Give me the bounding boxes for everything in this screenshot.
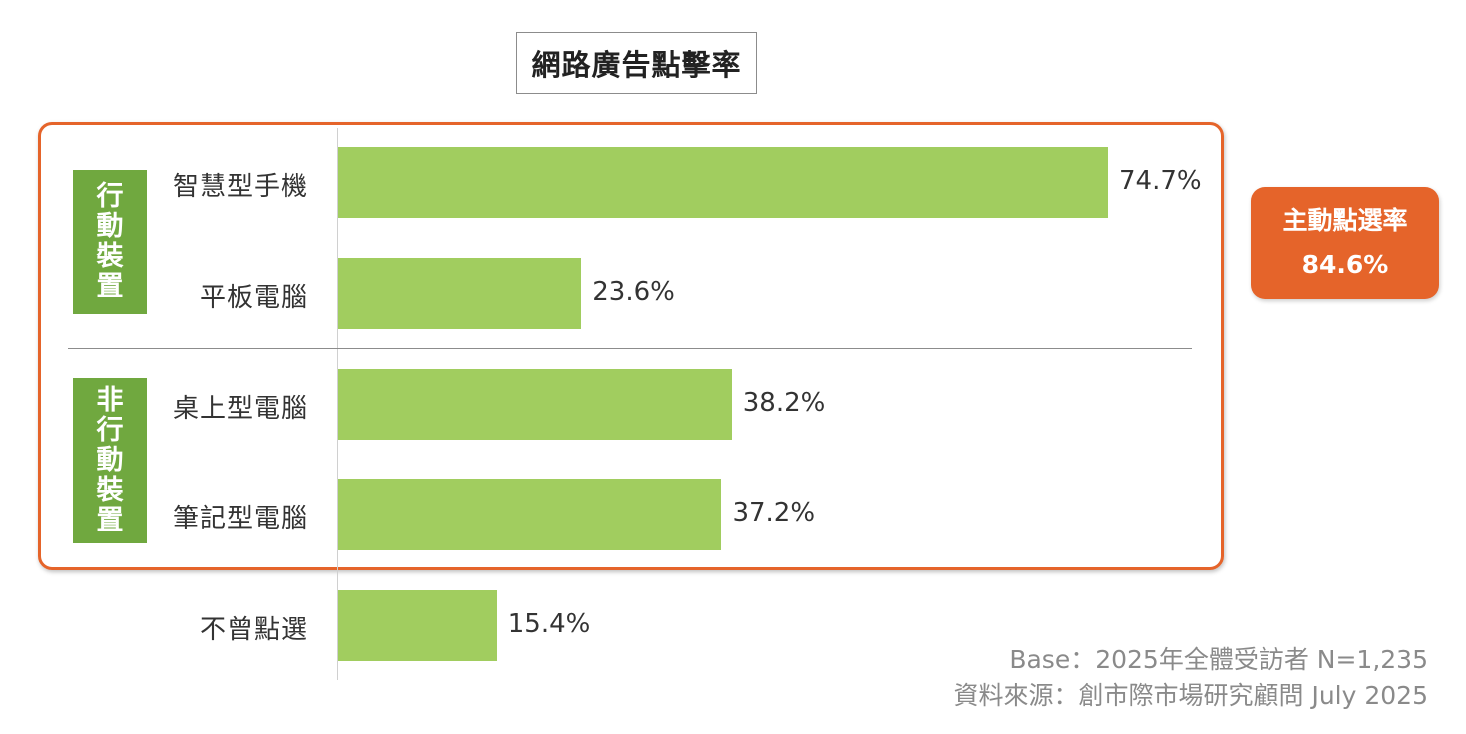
category-axis-line xyxy=(337,128,338,680)
chart-title: 網路廣告點擊率 xyxy=(516,32,757,94)
group-divider xyxy=(68,348,1192,349)
group-tag-mobile: 行動裝置 xyxy=(73,170,147,314)
footnote-base: Base：2025年全體受訪者 N=1,235 xyxy=(1009,645,1428,674)
footnote-source: 資料來源：創市際市場研究顧問 July 2025 xyxy=(953,681,1428,710)
category-label: 智慧型手機 xyxy=(172,172,308,202)
value-label: 37.2% xyxy=(732,498,816,528)
value-label: 38.2% xyxy=(742,388,826,418)
category-label: 平板電腦 xyxy=(199,283,308,313)
category-label: 筆記型電腦 xyxy=(172,504,308,534)
value-label: 74.7% xyxy=(1119,166,1202,196)
value-label: 15.4% xyxy=(507,609,591,639)
category-label: 桌上型電腦 xyxy=(172,394,308,424)
bar xyxy=(338,479,722,550)
active-click-rate-callout: 主動點選率 84.6% xyxy=(1251,187,1439,299)
bar xyxy=(338,147,1108,218)
bar xyxy=(338,369,732,440)
category-label: 不曾點選 xyxy=(199,615,308,645)
bar xyxy=(338,590,497,661)
active-click-frame xyxy=(38,122,1224,570)
bar xyxy=(338,258,582,329)
callout-label: 主動點選率 xyxy=(1282,206,1408,235)
value-label: 23.6% xyxy=(592,277,675,307)
callout-value: 84.6% xyxy=(1301,250,1389,279)
group-tag-non-mobile-label: 非行動裝置 xyxy=(96,384,124,536)
group-tag-mobile-label: 行動裝置 xyxy=(96,181,124,302)
group-tag-non-mobile: 非行動裝置 xyxy=(73,378,147,543)
